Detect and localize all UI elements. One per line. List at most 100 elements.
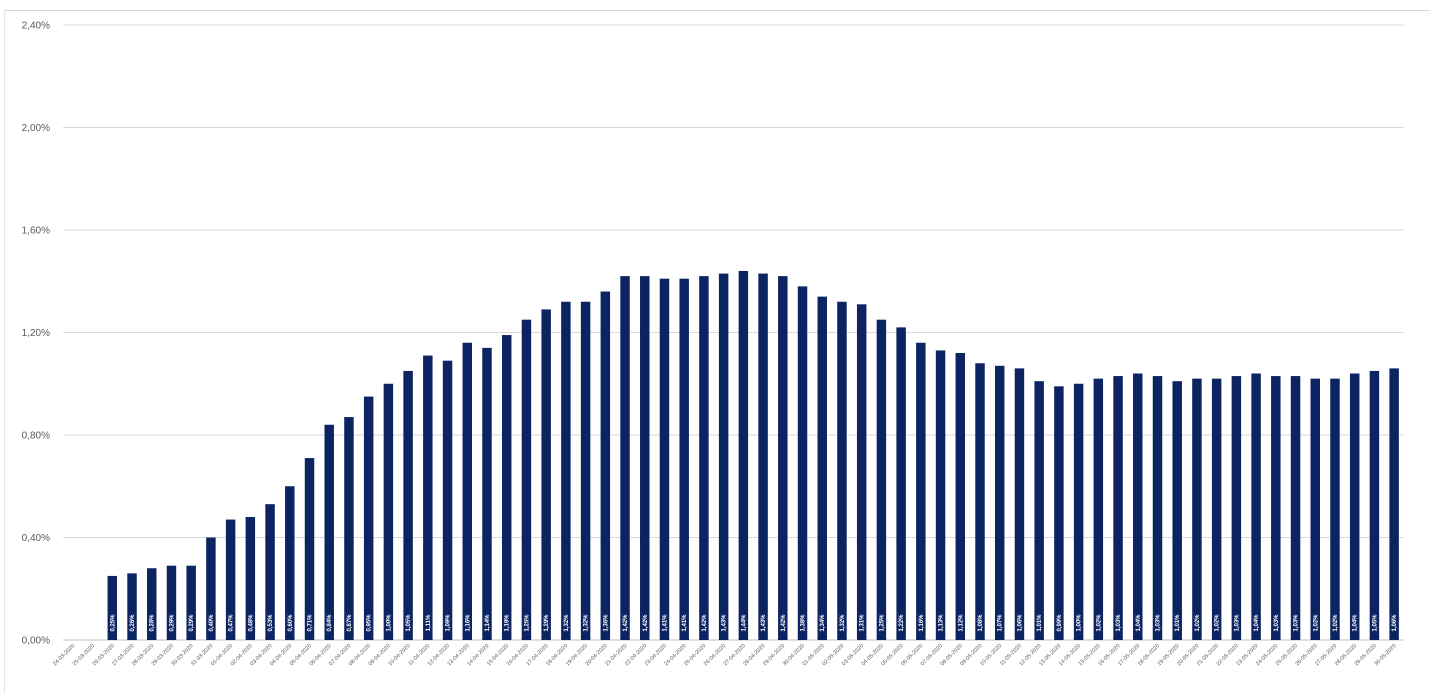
svg-text:1,06%: 1,06%	[1392, 614, 1398, 632]
data-label: 0,71%	[308, 614, 314, 632]
data-label: 1,43%	[761, 614, 767, 632]
x-axis-ticks: 24-03-202025-03-202026-03-202027-03-2020…	[52, 643, 1397, 667]
y-tick-label: 1,60%	[22, 226, 50, 237]
bar	[837, 301, 847, 640]
bar	[1192, 378, 1202, 640]
svg-text:1,04%: 1,04%	[1353, 614, 1359, 632]
bar	[521, 319, 532, 640]
bar	[1369, 370, 1380, 640]
data-label: 1,16%	[919, 614, 925, 632]
bar	[403, 370, 413, 640]
data-label: 1,43%	[722, 614, 728, 632]
data-label: 1,00%	[386, 614, 392, 632]
svg-text:1,22%: 1,22%	[899, 614, 905, 632]
bar	[896, 327, 906, 640]
data-label: 0,48%	[248, 614, 254, 632]
bar	[186, 565, 196, 640]
data-labels: 0,25% 0,26% 0,28% 0,29% 0,29% 0,40% 0,47% 0,48%…	[110, 614, 1398, 632]
bar	[1389, 368, 1399, 640]
data-label: 1,03%	[1155, 614, 1161, 632]
bar	[363, 396, 374, 640]
svg-text:0,60%: 0,60%	[288, 614, 294, 632]
data-label: 1,25%	[879, 614, 885, 632]
data-label: 1,02%	[1333, 614, 1339, 632]
data-label: 1,02%	[1096, 614, 1102, 632]
data-label: 1,42%	[623, 614, 629, 632]
svg-text:1,43%: 1,43%	[761, 614, 767, 632]
data-label: 1,04%	[1353, 614, 1359, 632]
data-label: 1,25%	[524, 614, 530, 632]
bar	[1211, 378, 1222, 640]
data-label: 1,06%	[1392, 614, 1398, 632]
svg-text:1,02%: 1,02%	[1333, 614, 1339, 632]
y-tick-label: 0,40%	[22, 533, 50, 544]
svg-text:1,04%: 1,04%	[1136, 614, 1142, 632]
bars	[107, 271, 1399, 640]
bar	[699, 276, 709, 640]
data-label: 1,07%	[998, 614, 1004, 632]
svg-text:1,25%: 1,25%	[524, 614, 530, 632]
data-label: 0,28%	[150, 614, 156, 632]
svg-text:1,06%: 1,06%	[1017, 614, 1023, 632]
bar	[1310, 378, 1320, 640]
data-label: 1,08%	[978, 614, 984, 632]
svg-text:0,29%: 0,29%	[189, 614, 195, 632]
bar	[1152, 376, 1163, 640]
svg-text:0,48%: 0,48%	[248, 614, 254, 632]
svg-text:1,32%: 1,32%	[840, 614, 846, 632]
bar	[1290, 376, 1301, 640]
data-label: 1,00%	[1077, 614, 1083, 632]
data-label: 1,03%	[1274, 614, 1280, 632]
svg-text:1,01%: 1,01%	[1175, 614, 1181, 632]
data-label: 1,05%	[1372, 614, 1378, 632]
data-label: 0,26%	[130, 614, 136, 632]
svg-text:1,12%: 1,12%	[958, 614, 964, 632]
data-label: 1,32%	[564, 614, 570, 632]
svg-text:0,28%: 0,28%	[150, 614, 156, 632]
chart-border	[4, 10, 1430, 694]
data-label: 1,03%	[1116, 614, 1122, 632]
data-label: 0,29%	[169, 614, 175, 632]
bar	[1034, 381, 1044, 640]
svg-text:1,02%: 1,02%	[1096, 614, 1102, 632]
bar	[876, 319, 887, 640]
bar	[561, 301, 571, 640]
svg-text:0,53%: 0,53%	[268, 614, 274, 632]
data-label: 1,42%	[702, 614, 708, 632]
bar	[1330, 378, 1340, 640]
svg-text:1,42%: 1,42%	[781, 614, 787, 632]
svg-text:1,07%: 1,07%	[998, 614, 1004, 632]
data-label: 0,25%	[110, 614, 116, 632]
bar	[738, 271, 749, 640]
bar	[245, 517, 256, 640]
bar	[383, 383, 394, 640]
data-label: 0,40%	[209, 614, 215, 632]
data-label: 1,41%	[682, 614, 688, 632]
data-label: 0,99%	[1057, 614, 1063, 632]
svg-text:1,02%: 1,02%	[1215, 614, 1221, 632]
svg-text:1,11%: 1,11%	[426, 614, 432, 631]
y-tick-label: 2,40%	[22, 21, 50, 32]
bar	[797, 286, 808, 640]
data-label: 1,44%	[741, 614, 747, 632]
data-label: 1,01%	[1175, 614, 1181, 632]
data-label: 1,02%	[1195, 614, 1201, 632]
y-tick-label: 0,80%	[22, 431, 50, 442]
data-label: 1,02%	[1313, 614, 1319, 632]
bar	[166, 565, 177, 640]
y-tick-label: 1,20%	[22, 328, 50, 339]
svg-text:1,43%: 1,43%	[722, 614, 728, 632]
bar	[423, 355, 433, 640]
data-label: 1,04%	[1136, 614, 1142, 632]
bar	[127, 573, 137, 640]
svg-text:1,32%: 1,32%	[564, 614, 570, 632]
data-label: 1,14%	[485, 614, 491, 632]
data-label: 0,87%	[347, 614, 353, 632]
svg-text:1,00%: 1,00%	[1077, 614, 1083, 632]
bar	[580, 301, 591, 640]
bar	[482, 347, 492, 640]
bar	[442, 360, 453, 640]
svg-text:1,42%: 1,42%	[643, 614, 649, 632]
data-label: 1,38%	[801, 614, 807, 632]
bar	[778, 276, 788, 640]
